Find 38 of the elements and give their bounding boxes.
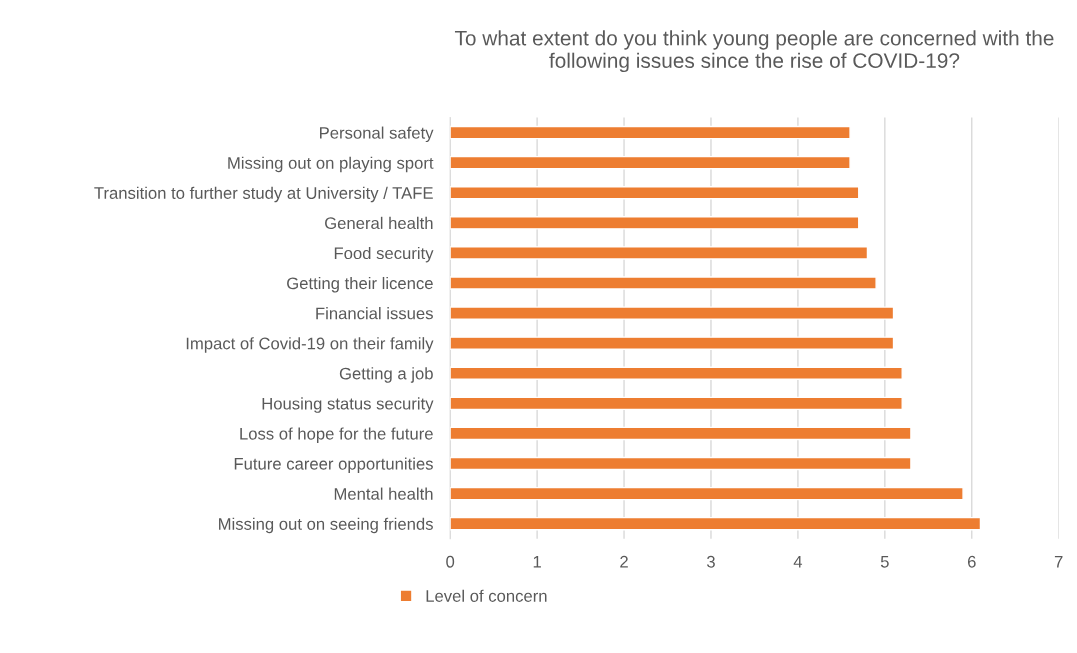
- chart-title: To what extent do you think young people are concerned with the following issues since the rise of COVID-19?: [454, 30, 1054, 73]
- bar: [450, 336, 895, 350]
- bar: [450, 155, 851, 170]
- y-tick-label: Mental health: [334, 487, 433, 500]
- bar: [450, 216, 860, 230]
- y-tick-label: Getting their licence: [287, 276, 433, 293]
- x-tick-label: 5: [880, 556, 889, 568]
- bar: [450, 426, 912, 441]
- y-tick-label: Transition to further study at University / TAFE: [94, 186, 433, 203]
- bar: [450, 125, 851, 140]
- y-tick-label: Housing status security: [262, 397, 434, 413]
- y-tick-label: Missing out on playing sport: [228, 156, 434, 173]
- x-tick-label: 6: [967, 555, 976, 568]
- y-tick-label: Future career opportunities: [234, 457, 433, 474]
- bar: [450, 246, 869, 260]
- bar: [450, 276, 877, 290]
- y-tick-label: Loss of hope for the future: [240, 427, 433, 443]
- bar: [450, 306, 895, 320]
- y-tick-label: Food security: [334, 246, 434, 263]
- y-tick-label: General health: [325, 216, 433, 230]
- bar: [450, 186, 860, 200]
- bar: [450, 396, 903, 411]
- x-tick-label: 0: [446, 555, 455, 568]
- y-tick-label: Impact of Covid-19 on their family: [186, 337, 434, 353]
- y-tick-label: Missing out on seeing friends: [219, 517, 433, 534]
- x-tick-label: 2: [620, 555, 628, 568]
- y-tick-label: Financial issues: [316, 307, 433, 320]
- x-tick-label: 7: [1054, 556, 1063, 568]
- bar: [450, 456, 912, 471]
- legend-label: Level of concern: [426, 589, 547, 602]
- bar: [450, 516, 982, 531]
- x-tick-label: 1: [533, 556, 541, 568]
- x-tick-label: 4: [793, 556, 803, 568]
- bar: [450, 366, 903, 380]
- y-tick-label: Getting a job: [339, 367, 433, 383]
- x-tick-label: 3: [706, 555, 715, 568]
- bar: [450, 486, 964, 501]
- y-tick-label: Personal safety: [320, 126, 434, 143]
